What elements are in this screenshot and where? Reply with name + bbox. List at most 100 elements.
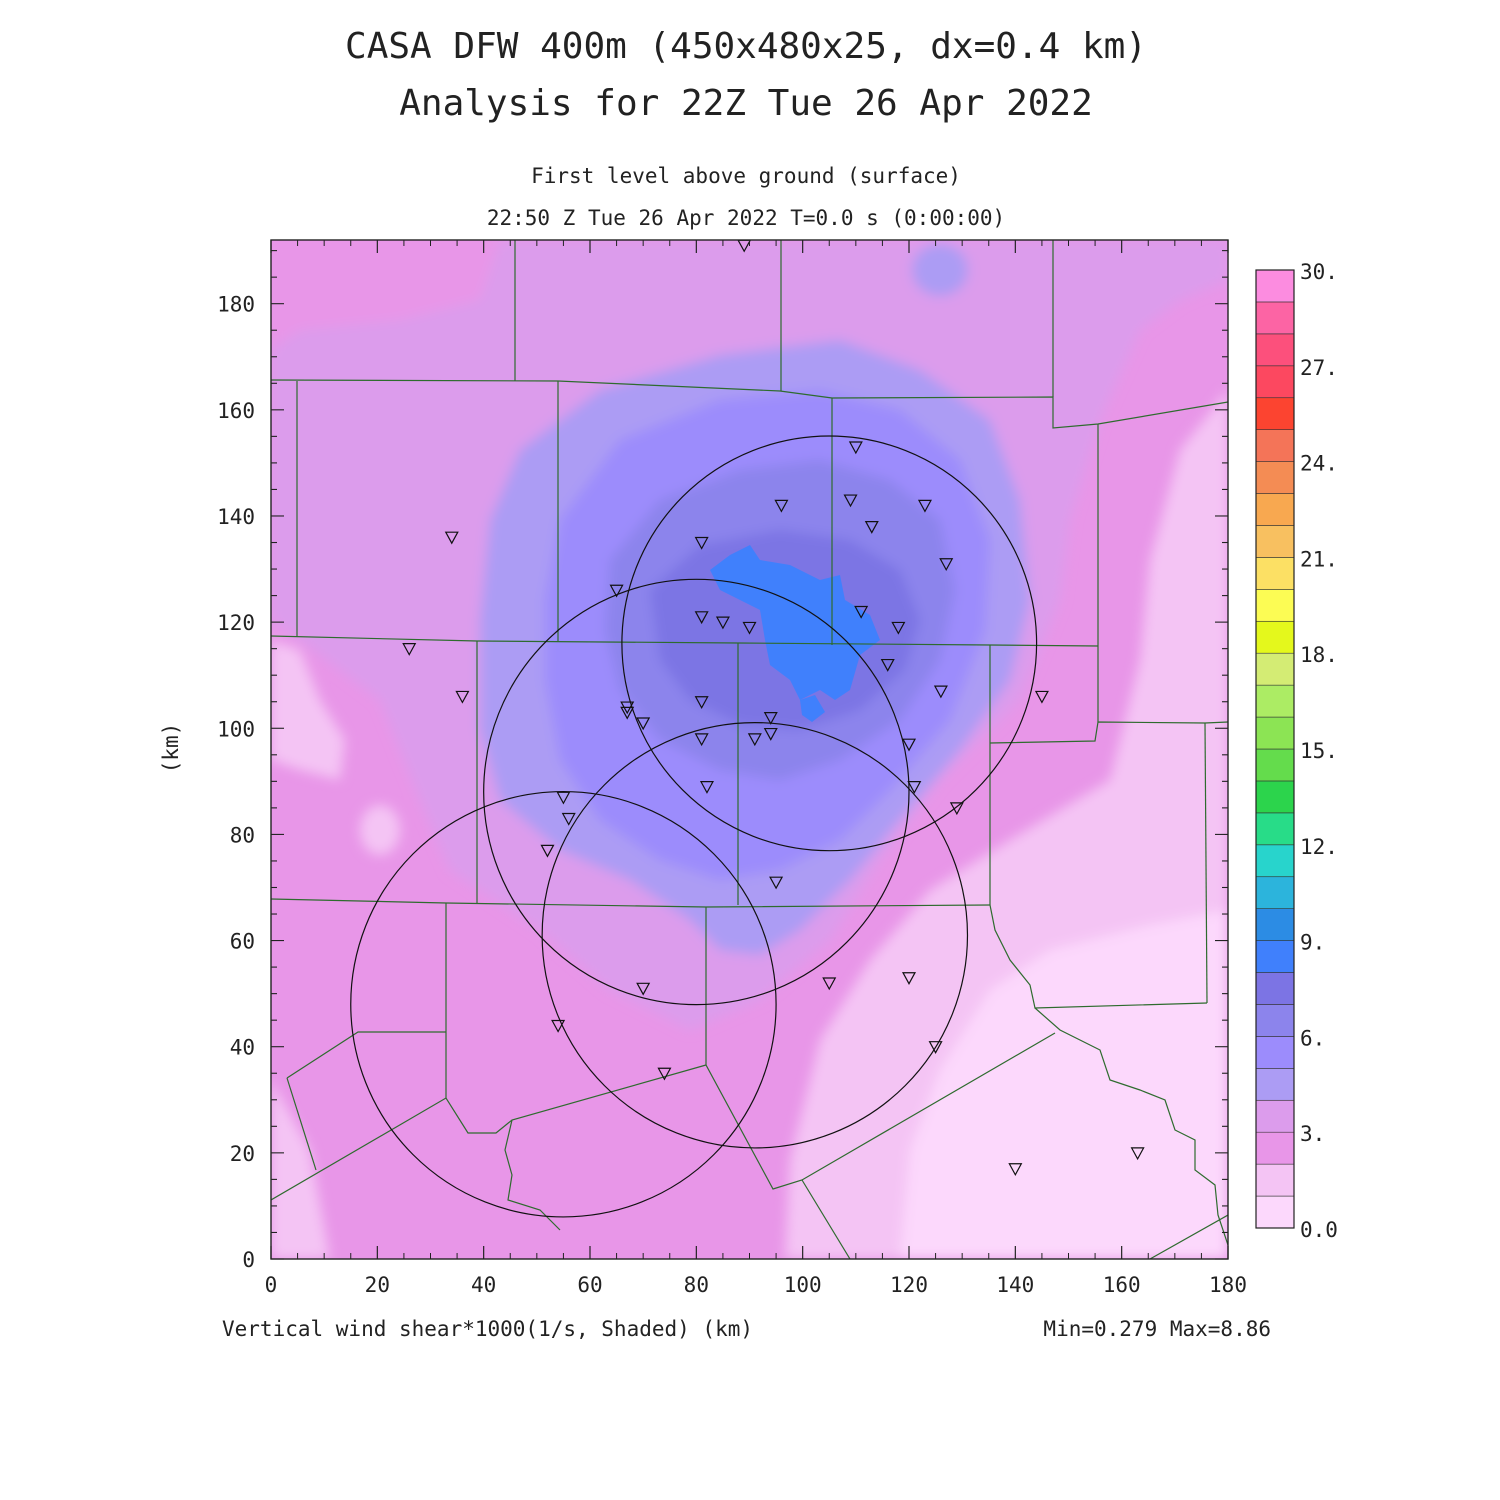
station-marker bbox=[917, 499, 932, 513]
colorbar-segment bbox=[1255, 1036, 1295, 1069]
station-marker bbox=[742, 621, 757, 635]
colorbar-label: 15. bbox=[1300, 739, 1338, 763]
radar-ring-4 bbox=[350, 790, 777, 1218]
colorbar-segment bbox=[1255, 940, 1295, 973]
level-subtitle: First level above ground (surface) bbox=[531, 164, 961, 188]
x-tick-label: 80 bbox=[684, 1273, 709, 1297]
colorbar-label: 27. bbox=[1300, 356, 1338, 380]
station-marker bbox=[880, 658, 895, 672]
y-tick-label: 140 bbox=[217, 505, 255, 529]
station-marker bbox=[901, 738, 917, 752]
colorbar-segment bbox=[1255, 908, 1295, 941]
x-tick-label: 60 bbox=[577, 1273, 602, 1297]
title-line-2: Analysis for 22Z Tue 26 Apr 2022 bbox=[399, 83, 1093, 124]
station-marker bbox=[949, 802, 964, 816]
station-marker bbox=[694, 696, 709, 709]
y-tick-label: 0 bbox=[242, 1248, 255, 1272]
station-marker bbox=[763, 712, 778, 725]
colorbar-label: 24. bbox=[1300, 452, 1338, 476]
colorbar-segment bbox=[1255, 397, 1295, 430]
y-axis-label: (km) bbox=[159, 723, 183, 774]
field-core-blue bbox=[710, 545, 880, 722]
station-marker bbox=[928, 1041, 943, 1054]
colorbar-segment bbox=[1255, 589, 1295, 622]
station-marker bbox=[848, 441, 863, 455]
min-max-caption: Min=0.279 Max=8.86 bbox=[1043, 1317, 1271, 1341]
field-band-pink-left bbox=[271, 240, 500, 350]
radar-rings bbox=[350, 435, 1038, 1218]
x-tick-label: 120 bbox=[890, 1273, 928, 1297]
station-marker bbox=[1130, 1147, 1145, 1161]
station-marker bbox=[763, 727, 778, 741]
station-marker bbox=[769, 876, 784, 890]
x-tick-label: 20 bbox=[365, 1273, 390, 1297]
colorbar: 0.0 3. 6. 9. 12. 15. 18. 21. 24. 27. 30. bbox=[1255, 260, 1338, 1242]
station-marker bbox=[699, 781, 714, 794]
colorbar-segment bbox=[1255, 684, 1295, 718]
y-tick-label: 180 bbox=[217, 293, 255, 317]
time-subtitle: 22:50 Z Tue 26 Apr 2022 T=0.0 s (0:00:00… bbox=[487, 206, 1005, 230]
station-markers bbox=[402, 239, 1145, 1177]
colorbar-segment bbox=[1255, 333, 1295, 367]
colorbar-segment bbox=[1255, 972, 1295, 1005]
colorbar-segment bbox=[1255, 652, 1295, 686]
station-marker bbox=[774, 499, 789, 513]
x-tick-label: 160 bbox=[1103, 1273, 1141, 1297]
x-tick-label: 180 bbox=[1209, 1273, 1247, 1297]
field-band-lightest-corner bbox=[271, 1080, 330, 1259]
colorbar-segment bbox=[1255, 1004, 1295, 1037]
station-marker bbox=[636, 982, 651, 996]
station-marker bbox=[620, 706, 635, 720]
colorbar-segment bbox=[1255, 301, 1295, 335]
station-marker bbox=[901, 972, 917, 985]
station-marker bbox=[1034, 690, 1049, 704]
station-marker bbox=[891, 621, 906, 635]
x-tick-label: 40 bbox=[471, 1273, 496, 1297]
colorbar-segment bbox=[1255, 780, 1295, 814]
x-tick-label: 100 bbox=[784, 1273, 822, 1297]
station-marker bbox=[694, 611, 709, 625]
colorbar-label: 21. bbox=[1300, 547, 1338, 571]
station-marker bbox=[864, 520, 879, 534]
colorbar-segment bbox=[1255, 1163, 1295, 1197]
colorbar-segment bbox=[1255, 1099, 1295, 1133]
field-caption: Vertical wind shear*1000(1/s, Shaded) (k… bbox=[222, 1317, 753, 1341]
station-marker bbox=[907, 781, 922, 794]
colorbar-segment bbox=[1255, 844, 1295, 878]
station-marker bbox=[933, 685, 948, 699]
colorbar-segment bbox=[1255, 365, 1295, 399]
y-tick-label: 120 bbox=[217, 611, 255, 635]
station-marker bbox=[1008, 1163, 1023, 1177]
x-tick-label: 0 bbox=[265, 1273, 278, 1297]
axis-ticks: 0 20 40 60 80 100 120 140 160 180 0 20 40 60 80 100 120 1… bbox=[217, 240, 1247, 1297]
colorbar-frame bbox=[1255, 269, 1295, 1229]
station-marker bbox=[694, 733, 709, 747]
colorbar-segment bbox=[1255, 1131, 1295, 1165]
station-marker bbox=[556, 791, 571, 805]
colorbar-label: 3. bbox=[1300, 1122, 1325, 1146]
title-line-1: CASA DFW 400m (450x480x25, dx=0.4 km) bbox=[345, 26, 1147, 67]
x-tick-label: 140 bbox=[996, 1273, 1034, 1297]
y-tick-label: 80 bbox=[230, 823, 255, 847]
field-spot-north bbox=[912, 244, 968, 296]
station-marker bbox=[561, 812, 576, 826]
radar-ring-3 bbox=[541, 721, 969, 1149]
colorbar-segment bbox=[1255, 525, 1295, 558]
colorbar-segment bbox=[1255, 557, 1295, 590]
colorbar-segment bbox=[1255, 461, 1295, 494]
station-marker bbox=[609, 584, 624, 598]
colorbar-segment bbox=[1255, 876, 1295, 909]
station-marker bbox=[854, 605, 869, 619]
station-marker bbox=[540, 844, 555, 858]
colorbar-label: 0.0 bbox=[1300, 1218, 1338, 1242]
station-marker bbox=[657, 1067, 672, 1081]
colorbar-segment bbox=[1255, 812, 1295, 846]
colorbar-segment bbox=[1255, 620, 1295, 654]
station-marker bbox=[843, 494, 858, 508]
station-marker bbox=[636, 717, 651, 731]
y-tick-label: 20 bbox=[230, 1142, 255, 1166]
station-marker bbox=[747, 733, 762, 747]
y-tick-label: 40 bbox=[230, 1036, 255, 1060]
